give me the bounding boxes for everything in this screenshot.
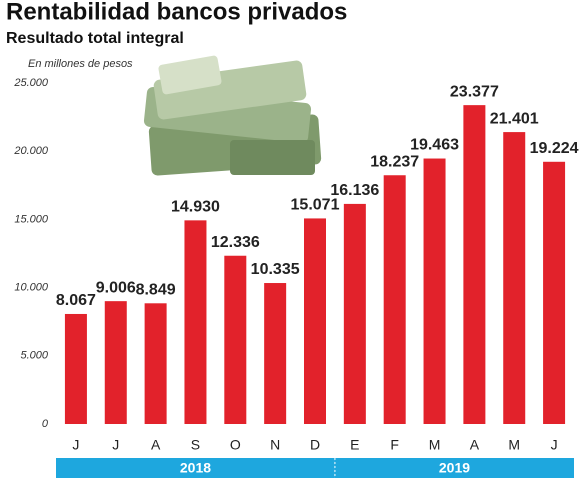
value-label: 19.463 <box>410 137 459 154</box>
bar <box>503 132 526 424</box>
x-tick-label: J <box>112 437 119 453</box>
year-label: 2019 <box>439 460 470 476</box>
bar <box>423 158 446 425</box>
year-band <box>56 458 335 478</box>
bar <box>144 303 167 424</box>
y-tick-label: 25.000 <box>13 77 49 89</box>
value-label: 12.336 <box>211 234 260 251</box>
y-tick-label: 10.000 <box>14 282 49 294</box>
x-tick-label: M <box>508 437 520 453</box>
value-label: 9.006 <box>96 279 136 296</box>
bar <box>343 203 366 424</box>
x-tick-label: D <box>310 437 320 453</box>
y-axis-label: En millones de pesos <box>28 58 133 70</box>
value-label: 16.136 <box>330 182 379 199</box>
bar <box>543 161 566 424</box>
bar <box>304 218 326 424</box>
bar <box>184 220 207 424</box>
x-tick-label: A <box>470 437 480 453</box>
value-label: 10.335 <box>251 261 300 278</box>
year-label: 2018 <box>180 460 211 476</box>
year-band <box>334 458 574 478</box>
x-tick-label: O <box>230 437 241 453</box>
bar <box>104 301 127 424</box>
x-tick-label: M <box>429 437 441 453</box>
x-tick-label: N <box>270 437 280 453</box>
chart-subtitle: Resultado total integral <box>6 30 184 47</box>
y-tick-label: 20.000 <box>13 145 49 157</box>
bar <box>64 313 87 424</box>
y-tick-label: 0 <box>42 418 49 430</box>
value-label: 8.067 <box>56 292 96 309</box>
value-label: 21.401 <box>490 110 539 127</box>
money-illustration <box>143 55 322 176</box>
x-tick-label: A <box>151 437 161 453</box>
value-label: 19.224 <box>530 140 579 157</box>
x-tick-label: J <box>551 437 558 453</box>
x-tick-label: F <box>390 437 399 453</box>
y-tick-label: 5.000 <box>20 350 48 362</box>
value-label: 18.237 <box>370 153 419 170</box>
x-tick-label: E <box>350 437 359 453</box>
bar <box>224 255 247 424</box>
bar <box>264 283 287 424</box>
x-tick-label: J <box>72 437 79 453</box>
x-tick-label: S <box>191 437 200 453</box>
chart-title: Rentabilidad bancos privados <box>6 0 347 25</box>
bar <box>383 175 406 424</box>
value-label: 14.930 <box>171 199 220 216</box>
y-tick-label: 15.000 <box>14 213 49 225</box>
value-label: 23.377 <box>450 83 499 100</box>
value-label: 15.071 <box>291 197 340 214</box>
value-label: 8.849 <box>136 282 176 299</box>
bar <box>463 105 486 424</box>
